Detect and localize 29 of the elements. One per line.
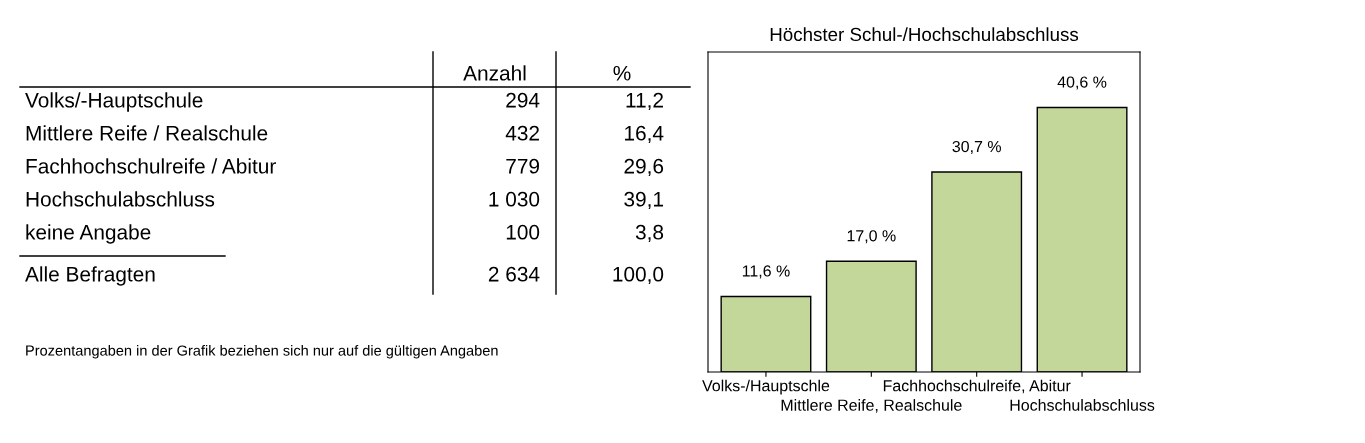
data-label: 100,0 bbox=[613, 266, 664, 285]
category-label: Alle Befragten bbox=[25, 266, 155, 286]
category-label: Hochschulabschluss bbox=[26, 191, 215, 207]
data-label: 29,6 bbox=[624, 158, 664, 177]
text: Prozentangaben in der Grafik beziehen sich nur auf die gültigen Angaben bbox=[26, 345, 498, 359]
x-tick-label: Volks-/Hauptschle bbox=[702, 379, 830, 395]
data-label: 39,1 bbox=[624, 191, 663, 210]
category-label: Volks/-Hauptschule bbox=[25, 92, 203, 112]
data-label: 100 bbox=[506, 224, 540, 240]
chart-title: Höchster Schul-/Hochschulabschluss bbox=[770, 27, 1079, 42]
data-label: 11,2 bbox=[626, 92, 663, 111]
category-label: Fachhochschulreife / Abitur bbox=[26, 158, 276, 174]
data-label: 30,7 % bbox=[952, 140, 1001, 155]
data-label: 2 634 bbox=[488, 266, 540, 282]
data-label: 779 bbox=[506, 158, 540, 174]
text: % bbox=[613, 65, 631, 81]
data-label: 3,8 bbox=[635, 224, 664, 243]
data-label: 17,0 % bbox=[847, 230, 896, 244]
category-label: Mittlere Reife / Realschule bbox=[26, 125, 268, 141]
x-tick-label: Mittlere Reife, Realschule bbox=[781, 399, 962, 413]
text: Anzahl bbox=[463, 65, 526, 81]
category-label: keine Angabe bbox=[26, 224, 151, 244]
data-label: 432 bbox=[505, 125, 539, 141]
data-label: 1 030 bbox=[489, 191, 540, 207]
data-label: 11,6 % bbox=[742, 265, 790, 279]
x-tick-label: Fachhochschulreife, Abitur bbox=[883, 379, 1071, 394]
data-label: 294 bbox=[506, 92, 540, 108]
data-label: 40,6 % bbox=[1057, 76, 1107, 90]
data-label: 16,4 bbox=[625, 125, 664, 144]
